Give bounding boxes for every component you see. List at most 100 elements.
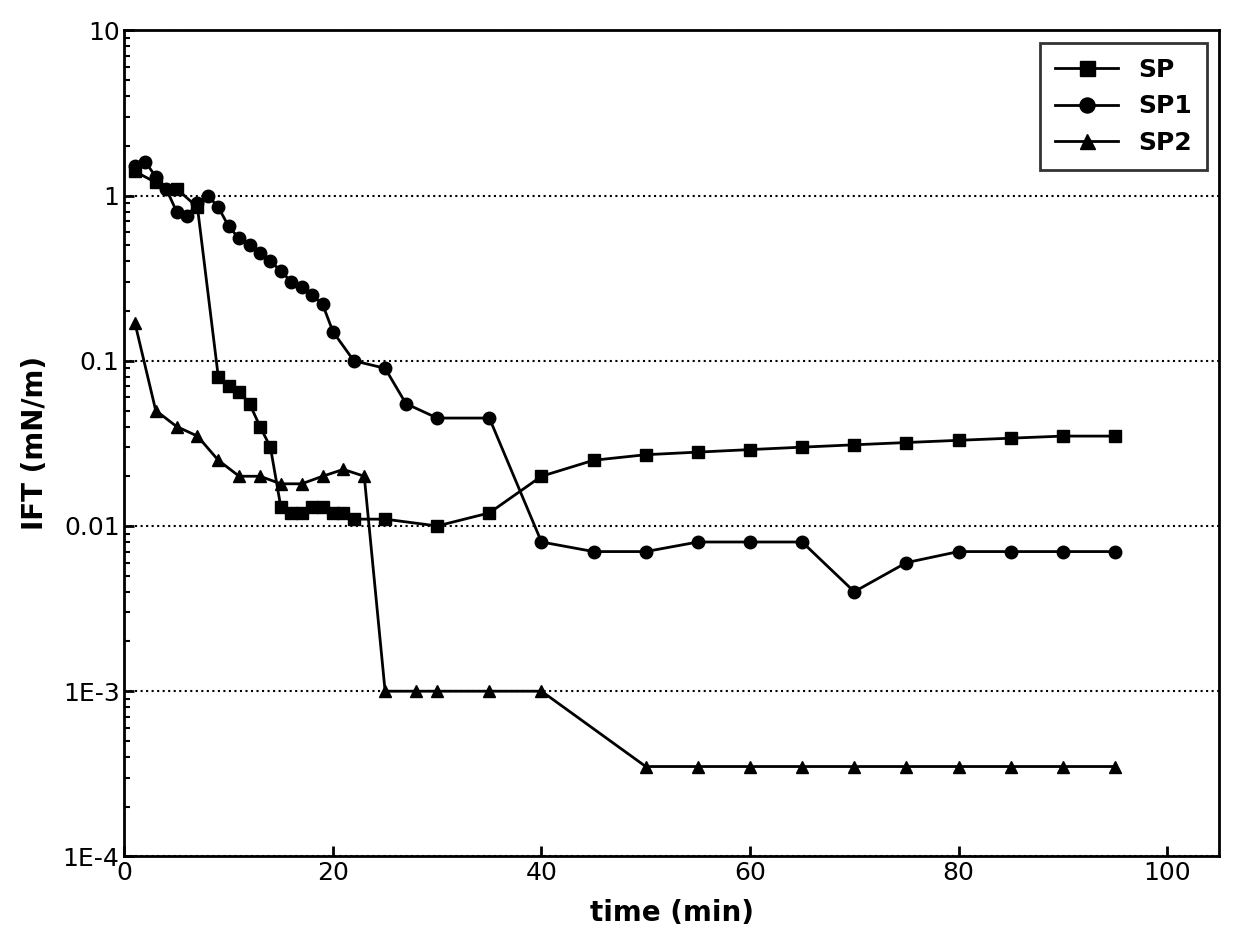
SP1: [346, 356, 361, 367]
SP1: [190, 197, 205, 209]
SP: [1055, 430, 1070, 442]
SP1: [253, 247, 268, 259]
SP: [795, 442, 810, 453]
SP2: [743, 761, 758, 773]
SP: [221, 381, 236, 392]
SP: [315, 501, 330, 513]
SP2: [1003, 761, 1018, 773]
SP2: [315, 470, 330, 482]
SP2: [409, 685, 424, 697]
SP1: [795, 537, 810, 548]
SP1: [221, 221, 236, 232]
SP2: [357, 470, 372, 482]
SP2: [482, 685, 497, 697]
SP: [1107, 430, 1122, 442]
SP1: [534, 537, 549, 548]
SP2: [169, 421, 184, 432]
SP2: [149, 405, 164, 416]
SP: [284, 507, 299, 519]
SP2: [273, 478, 288, 489]
SP1: [211, 202, 226, 213]
SP2: [951, 761, 966, 773]
SP1: [315, 299, 330, 310]
SP: [211, 371, 226, 382]
SP: [899, 437, 914, 448]
SP: [242, 398, 257, 410]
SP1: [691, 537, 706, 548]
SP1: [743, 537, 758, 548]
SP1: [1055, 546, 1070, 557]
SP: [639, 449, 653, 461]
SP1: [128, 161, 143, 173]
SP: [294, 507, 309, 519]
SP: [326, 507, 341, 519]
SP: [691, 447, 706, 458]
SP2: [336, 464, 351, 475]
SP: [128, 166, 143, 177]
SP1: [639, 546, 653, 557]
SP1: [398, 398, 413, 410]
SP2: [795, 761, 810, 773]
SP1: [201, 190, 216, 201]
SP2: [378, 685, 393, 697]
SP1: [951, 546, 966, 557]
SP1: [847, 586, 862, 597]
SP: [587, 454, 601, 465]
SP: [336, 507, 351, 519]
SP1: [378, 363, 393, 374]
SP2: [534, 685, 549, 697]
SP: [253, 421, 268, 432]
SP: [190, 202, 205, 213]
Line: SP1: SP1: [129, 155, 1121, 598]
SP2: [253, 470, 268, 482]
SP1: [1107, 546, 1122, 557]
SP: [169, 183, 184, 194]
SP: [149, 176, 164, 188]
SP1: [430, 412, 445, 424]
SP: [232, 386, 247, 397]
SP1: [242, 240, 257, 251]
SP1: [587, 546, 601, 557]
SP1: [1003, 546, 1018, 557]
SP: [430, 520, 445, 532]
SP2: [899, 761, 914, 773]
SP: [346, 514, 361, 525]
SP: [482, 507, 497, 519]
SP: [378, 514, 393, 525]
X-axis label: time (min): time (min): [590, 899, 754, 927]
SP2: [1055, 761, 1070, 773]
SP2: [211, 454, 226, 465]
SP2: [232, 470, 247, 482]
SP2: [691, 761, 706, 773]
SP: [263, 442, 278, 453]
SP1: [305, 289, 320, 301]
SP: [743, 444, 758, 455]
SP1: [138, 156, 153, 168]
SP2: [1107, 761, 1122, 773]
SP1: [482, 412, 497, 424]
SP2: [847, 761, 862, 773]
SP2: [639, 761, 653, 773]
SP1: [169, 206, 184, 217]
SP: [951, 434, 966, 446]
SP: [305, 501, 320, 513]
SP1: [149, 171, 164, 182]
SP: [273, 501, 288, 513]
SP1: [232, 233, 247, 245]
SP1: [159, 183, 174, 194]
SP: [847, 439, 862, 450]
SP1: [284, 276, 299, 287]
Y-axis label: IFT (mN/m): IFT (mN/m): [21, 356, 48, 531]
SP1: [294, 282, 309, 293]
Line: SP2: SP2: [129, 317, 1121, 773]
SP2: [190, 430, 205, 442]
Line: SP: SP: [129, 165, 1121, 532]
SP2: [430, 685, 445, 697]
SP: [534, 470, 549, 482]
SP1: [326, 326, 341, 337]
SP1: [899, 556, 914, 568]
SP2: [294, 478, 309, 489]
SP1: [263, 256, 278, 267]
SP: [1003, 432, 1018, 444]
SP1: [273, 265, 288, 277]
